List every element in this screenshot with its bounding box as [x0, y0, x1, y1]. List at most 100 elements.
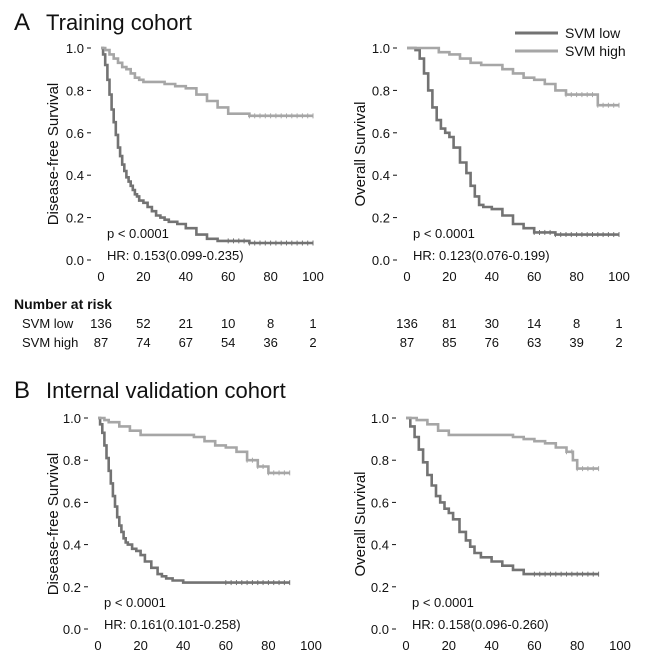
series-svm-low-curve	[98, 416, 290, 584]
hazard-ratio-annotation: HR: 0.153(0.099-0.235)	[107, 248, 244, 263]
y-tick-label: 0.4	[372, 168, 390, 183]
x-tick-label: 40	[485, 269, 499, 284]
x-tick-label: 20	[133, 638, 147, 653]
y-axis-label: Disease-free Survival	[45, 453, 62, 596]
x-tick-label: 100	[609, 638, 631, 653]
x-tick-label: 40	[484, 638, 498, 653]
y-axis-label: Overall Survival	[352, 101, 369, 206]
risk-cell: 2	[309, 335, 316, 350]
series-svm-high-curve	[407, 46, 619, 107]
risk-cell: 76	[485, 335, 499, 350]
x-tick-label: 60	[527, 269, 541, 284]
risk-cell: 87	[400, 335, 414, 350]
x-tick-label: 0	[94, 638, 101, 653]
panel-letter-b: B	[14, 377, 30, 404]
p-value-annotation: p < 0.0001	[107, 226, 169, 241]
y-tick-label: 0.8	[63, 453, 81, 468]
y-tick-label: 1.0	[372, 41, 390, 56]
legend: SVM low SVM high	[515, 25, 626, 59]
x-tick-label: 0	[97, 269, 104, 284]
y-tick-label: 0.6	[372, 126, 390, 141]
x-tick-label: 0	[403, 269, 410, 284]
y-tick-label: 0.0	[63, 622, 81, 637]
p-value-annotation: p < 0.0001	[104, 595, 166, 610]
risk-cell: 136	[90, 316, 112, 331]
x-tick-label: 40	[176, 638, 190, 653]
y-tick-label: 0.0	[371, 622, 389, 637]
y-tick-label: 0.4	[371, 538, 389, 553]
risk-cell: 74	[136, 335, 150, 350]
y-tick-label: 0.4	[63, 538, 81, 553]
risk-cell: 21	[179, 316, 193, 331]
y-tick-label: 0.2	[63, 580, 81, 595]
p-value-annotation: p < 0.0001	[412, 595, 474, 610]
series-svm-high-curve	[101, 46, 313, 118]
risk-cell: 30	[485, 316, 499, 331]
x-tick-label: 100	[300, 638, 322, 653]
p-value-annotation: p < 0.0001	[413, 226, 475, 241]
risk-cell: 2	[615, 335, 622, 350]
y-tick-label: 0.6	[66, 126, 84, 141]
risk-cell: 14	[527, 316, 541, 331]
series-svm-low-curve	[407, 46, 619, 236]
risk-cell: 87	[94, 335, 108, 350]
y-tick-label: 0.2	[66, 211, 84, 226]
x-tick-label: 100	[302, 269, 324, 284]
risk-table-title: Number at risk	[14, 296, 112, 312]
risk-cell: 136	[396, 316, 418, 331]
panel-title-a: Training cohort	[46, 10, 192, 35]
risk-cell: 8	[573, 316, 580, 331]
hazard-ratio-annotation: HR: 0.123(0.076-0.199)	[413, 248, 550, 263]
x-tick-label: 100	[608, 269, 630, 284]
y-tick-label: 1.0	[66, 41, 84, 56]
risk-table: Number at risk SVM low SVM high 136 52 21 1…	[14, 296, 623, 350]
risk-cell: 1	[309, 316, 316, 331]
km-plot-4: Overall Survival 0 20 40 60 80 100 0.0 0.2 0.4 0.6…	[352, 411, 631, 653]
x-tick-label: 0	[402, 638, 409, 653]
risk-row-label-low: SVM low	[22, 316, 74, 331]
x-tick-label: 60	[221, 269, 235, 284]
risk-cell: 63	[527, 335, 541, 350]
y-tick-label: 0.0	[66, 253, 84, 268]
x-tick-label: 40	[179, 269, 193, 284]
risk-cell: 39	[569, 335, 583, 350]
y-tick-label: 0.8	[371, 453, 389, 468]
x-tick-label: 20	[442, 269, 456, 284]
legend-label-high: SVM high	[565, 43, 626, 59]
legend-label-low: SVM low	[565, 25, 621, 41]
y-tick-label: 0.8	[66, 83, 84, 98]
x-tick-label: 20	[136, 269, 150, 284]
y-tick-label: 1.0	[63, 411, 81, 426]
x-tick-label: 80	[570, 638, 584, 653]
series-svm-low-curve	[406, 416, 599, 576]
y-axis-label: Disease-free Survival	[45, 83, 62, 226]
x-tick-label: 80	[263, 269, 277, 284]
series-svm-high-curve	[98, 416, 290, 475]
y-tick-label: 0.8	[372, 83, 390, 98]
risk-cell: 1	[615, 316, 622, 331]
x-tick-label: 60	[219, 638, 233, 653]
risk-cell: 85	[442, 335, 456, 350]
x-tick-label: 80	[569, 269, 583, 284]
x-tick-label: 60	[527, 638, 541, 653]
risk-cell: 10	[221, 316, 235, 331]
risk-cell: 52	[136, 316, 150, 331]
y-tick-label: 0.2	[371, 580, 389, 595]
y-axis-label: Overall Survival	[352, 471, 369, 576]
series-svm-high-curve	[406, 416, 599, 470]
series-svm-low-curve	[101, 46, 313, 245]
y-tick-label: 0.0	[372, 253, 390, 268]
risk-cell: 67	[179, 335, 193, 350]
km-plot-1: Disease-free Survival 0 20 40 60 80 100 0.0 0.2 0…	[45, 41, 324, 284]
risk-cell: 36	[263, 335, 277, 350]
risk-cell: 81	[442, 316, 456, 331]
risk-cell: 54	[221, 335, 235, 350]
hazard-ratio-annotation: HR: 0.161(0.101-0.258)	[104, 617, 241, 632]
panel-letter-a: A	[14, 9, 30, 36]
y-tick-label: 0.6	[371, 495, 389, 510]
risk-cell: 8	[267, 316, 274, 331]
risk-row-label-high: SVM high	[22, 335, 78, 350]
hazard-ratio-annotation: HR: 0.158(0.096-0.260)	[412, 617, 549, 632]
km-plot-2: Overall Survival 0 20 40 60 80 100 0.0 0.2 0.4 0.6…	[352, 41, 630, 284]
